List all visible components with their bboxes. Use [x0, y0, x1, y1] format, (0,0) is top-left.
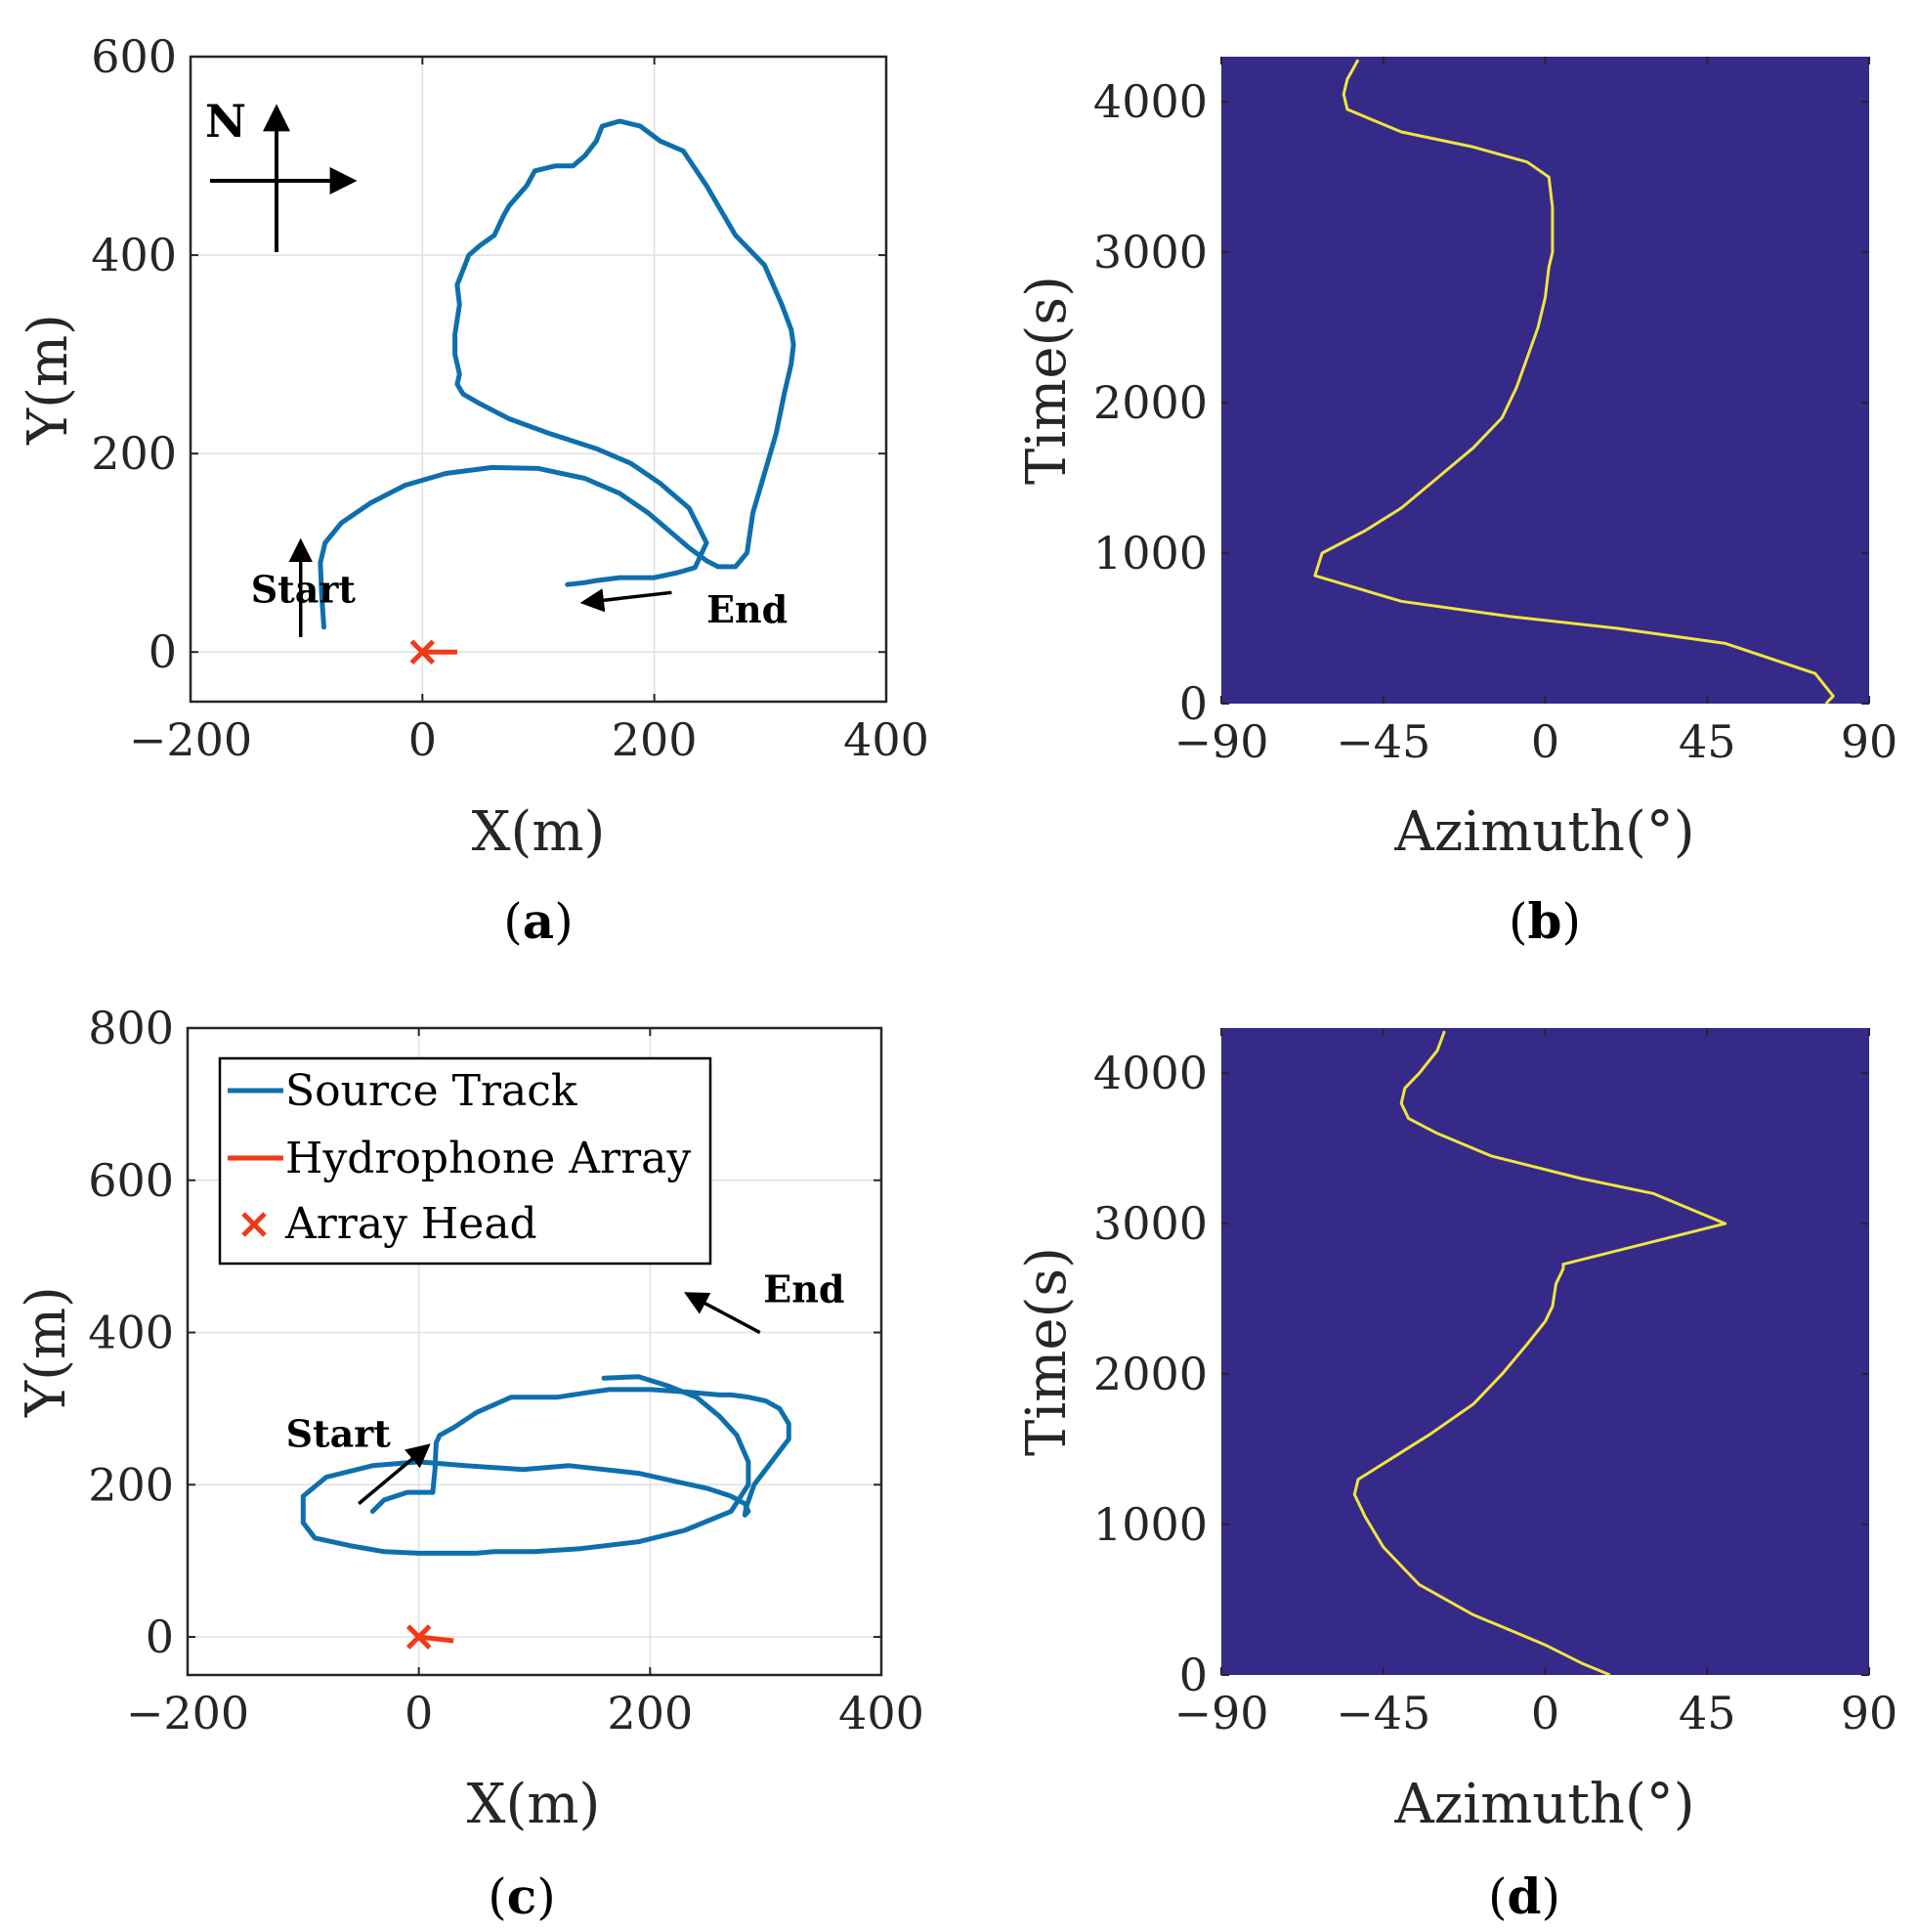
array-head-cross-icon — [241, 1212, 267, 1237]
plot-area-a — [191, 57, 886, 702]
legend-entry-source-track: Source Track — [228, 1066, 577, 1116]
x-tick-label: −200 — [126, 1687, 249, 1739]
axes-box-c — [186, 1026, 883, 1677]
x-tick-label: 400 — [838, 1687, 924, 1739]
y-tick-label: 3000 — [1093, 1197, 1208, 1250]
north-arrow: N — [205, 95, 358, 252]
y-tick-label: 0 — [149, 625, 177, 678]
x-tick-label: 45 — [1679, 1687, 1736, 1739]
y-tick-label: 1000 — [1093, 1498, 1208, 1551]
svg-text:Hydrophone Array: Hydrophone Array — [285, 1134, 691, 1183]
y-tick-label: 200 — [91, 427, 177, 480]
legend: Source Track Hydrophone Array Array Head — [218, 1056, 712, 1266]
y-tick-label: 3000 — [1093, 226, 1208, 279]
annotation-end: End — [579, 587, 788, 631]
y-tick-label: 2000 — [1093, 376, 1208, 429]
y-tick-label: 0 — [1179, 677, 1208, 730]
hydrophone-array-c — [405, 1624, 454, 1650]
x-tick-label: 400 — [843, 713, 929, 766]
cross-stroke — [409, 639, 436, 665]
source-track-a — [318, 118, 796, 630]
y-axis-label-b: Time(s) — [1015, 276, 1079, 485]
x-tick-label: 90 — [1841, 715, 1898, 768]
x-tick-label: −90 — [1173, 1687, 1268, 1739]
y-tick-label: 2000 — [1093, 1348, 1208, 1400]
y-tick-label: 600 — [91, 30, 177, 83]
y-tick-label: 600 — [88, 1154, 174, 1207]
annotation-label: End — [706, 587, 788, 631]
annotations-c: Start End — [286, 1267, 844, 1506]
annotation-arrow — [358, 1443, 431, 1506]
panel-label-d: (d) — [1488, 1868, 1560, 1925]
annotation-label: End — [763, 1267, 844, 1310]
y-tick-label: 4000 — [1093, 75, 1208, 128]
legend-box — [218, 1056, 712, 1266]
legend-entry-hydrophone-array: Hydrophone Array — [228, 1134, 691, 1183]
legend-entry-array-head: Array Head — [241, 1199, 537, 1249]
source-track-c — [300, 1374, 791, 1556]
x-axis-label-a: X(m) — [472, 800, 606, 864]
x-tick-label: 200 — [612, 713, 698, 766]
axes-box-a — [189, 55, 888, 704]
x-tick-label: −45 — [1336, 715, 1430, 768]
array-head-marker — [405, 1624, 432, 1650]
y-tick-label: 0 — [146, 1610, 174, 1663]
ticks-a: −200 0 200 400 0 200 400 600 — [91, 30, 929, 766]
y-tick-label: 0 — [1179, 1649, 1208, 1701]
annotation-end: End — [684, 1267, 844, 1335]
x-tick-label: 0 — [405, 1687, 433, 1739]
annotation-label: Start — [251, 567, 357, 611]
array-head-marker — [409, 639, 436, 665]
y-axis-label-d: Time(s) — [1015, 1247, 1079, 1456]
y-tick-label: 400 — [88, 1307, 174, 1359]
annotation-start: Start — [251, 537, 357, 637]
hydrophone-array-a — [409, 639, 457, 665]
x-tick-label: 0 — [408, 713, 437, 766]
y-tick-label: 400 — [91, 229, 177, 281]
ticks-d: −90 −45 0 45 90 0 1000 2000 3000 4000 — [1093, 1028, 1897, 1739]
svg-text:Source Track: Source Track — [285, 1066, 577, 1116]
ticks-c: −200 0 200 400 0 200 400 600 800 — [88, 1002, 924, 1739]
cross-stroke — [405, 1624, 432, 1650]
x-tick-label: 90 — [1841, 1687, 1898, 1739]
azimuth-trace-b — [1313, 59, 1835, 706]
annotation-label: Start — [286, 1411, 392, 1455]
y-tick-label: 200 — [88, 1458, 174, 1511]
panel-label-b: (b) — [1509, 892, 1581, 950]
panel-c: −200 0 200 400 0 200 400 600 800 Start End Source… — [15, 1002, 924, 1925]
x-axis-label-b: Azimuth(°) — [1393, 800, 1694, 864]
annotation-arrow — [579, 588, 672, 613]
x-tick-label: 0 — [1531, 715, 1559, 768]
annotations-a: Start End — [251, 537, 788, 637]
y-tick-label: 4000 — [1093, 1047, 1208, 1099]
ticks-b: −90 −45 0 45 90 0 1000 2000 3000 4000 — [1093, 57, 1897, 768]
azimuth-trace-d — [1352, 1030, 1727, 1677]
y-tick-label: 1000 — [1093, 527, 1208, 580]
x-tick-label: 45 — [1679, 715, 1736, 768]
x-tick-label: −200 — [129, 713, 252, 766]
north-label: N — [205, 95, 246, 148]
x-tick-label: −90 — [1173, 715, 1268, 768]
heatmap-d — [1221, 1028, 1869, 1675]
x-axis-label-c: X(m) — [467, 1773, 601, 1836]
annotation-start: Start — [286, 1411, 431, 1506]
panel-label-a: (a) — [503, 892, 573, 950]
panel-a: −200 0 200 400 0 200 400 600 N Start End X(m) Y(… — [17, 30, 929, 950]
annotation-arrow — [684, 1292, 761, 1335]
x-axis-label-d: Azimuth(°) — [1393, 1773, 1694, 1836]
cross-stroke — [241, 1212, 267, 1237]
y-tick-label: 800 — [88, 1002, 174, 1054]
svg-text:Array Head: Array Head — [284, 1199, 537, 1249]
hydrophone-array-line — [418, 1634, 454, 1644]
y-axis-label-a: Y(m) — [17, 314, 80, 446]
x-tick-label: 200 — [607, 1687, 693, 1739]
panel-label-c: (c) — [488, 1868, 555, 1925]
y-axis-label-c: Y(m) — [15, 1286, 78, 1418]
heatmap-b — [1221, 57, 1869, 704]
x-tick-label: 0 — [1531, 1687, 1559, 1739]
x-tick-label: −45 — [1336, 1687, 1430, 1739]
